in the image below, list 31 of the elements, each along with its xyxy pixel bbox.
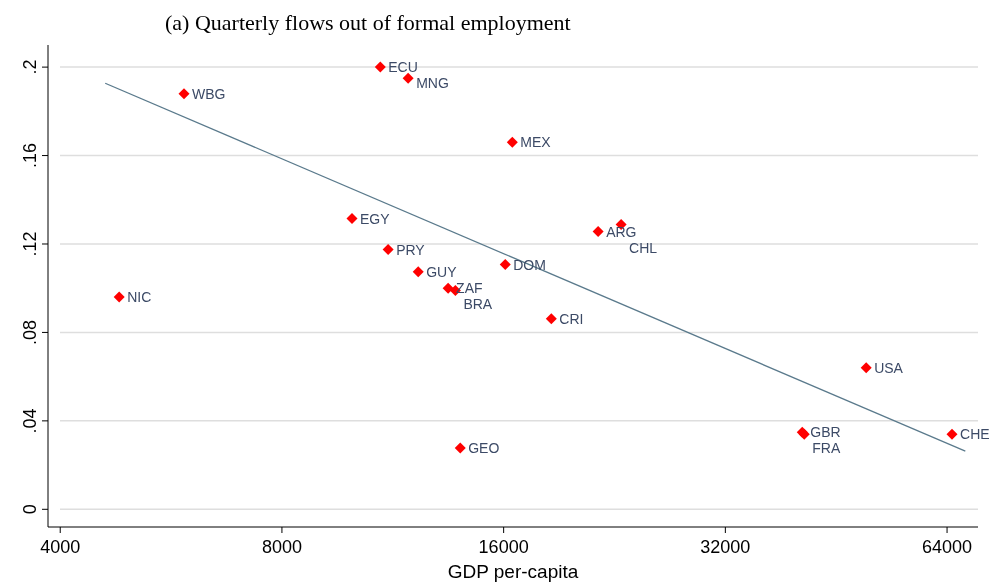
x-tick-label: 16000 <box>478 537 529 557</box>
annotation: FRA <box>812 440 841 457</box>
annotation: USA <box>874 359 904 376</box>
annotation: ZAF <box>456 280 483 297</box>
annotation: ECU <box>388 59 418 76</box>
y-tick-label: .08 <box>20 319 40 345</box>
annotation: CHL <box>629 239 658 256</box>
annotation: MNG <box>416 75 449 92</box>
annotation: BRA <box>463 296 493 313</box>
annotation: ARG <box>606 223 637 240</box>
chart-title: (a) Quarterly flows out of formal employment <box>165 10 571 35</box>
annotation: EGY <box>360 210 391 227</box>
annotation: GUY <box>426 263 458 280</box>
y-tick-label: .04 <box>20 408 40 434</box>
annotation: CHE <box>960 426 990 443</box>
x-axis-title: GDP per-capita <box>447 561 579 582</box>
annotation: MEX <box>520 134 552 151</box>
y-tick-label: .16 <box>20 143 40 169</box>
annotation: GBR <box>810 424 841 441</box>
x-tick-label: 8000 <box>261 537 302 557</box>
y-tick-label: .12 <box>20 231 40 257</box>
x-tick-label: 4000 <box>40 537 81 557</box>
y-tick-label: .2 <box>20 59 40 75</box>
annotation: NIC <box>127 289 152 306</box>
annotation: GEO <box>468 440 500 457</box>
x-tick-label: 32000 <box>700 537 751 557</box>
annotation: WBG <box>192 85 226 102</box>
annotation: PRY <box>396 241 426 258</box>
annotation: CRI <box>559 310 584 327</box>
x-tick-label: 64000 <box>922 537 973 557</box>
y-tick-label: 0 <box>20 504 40 515</box>
